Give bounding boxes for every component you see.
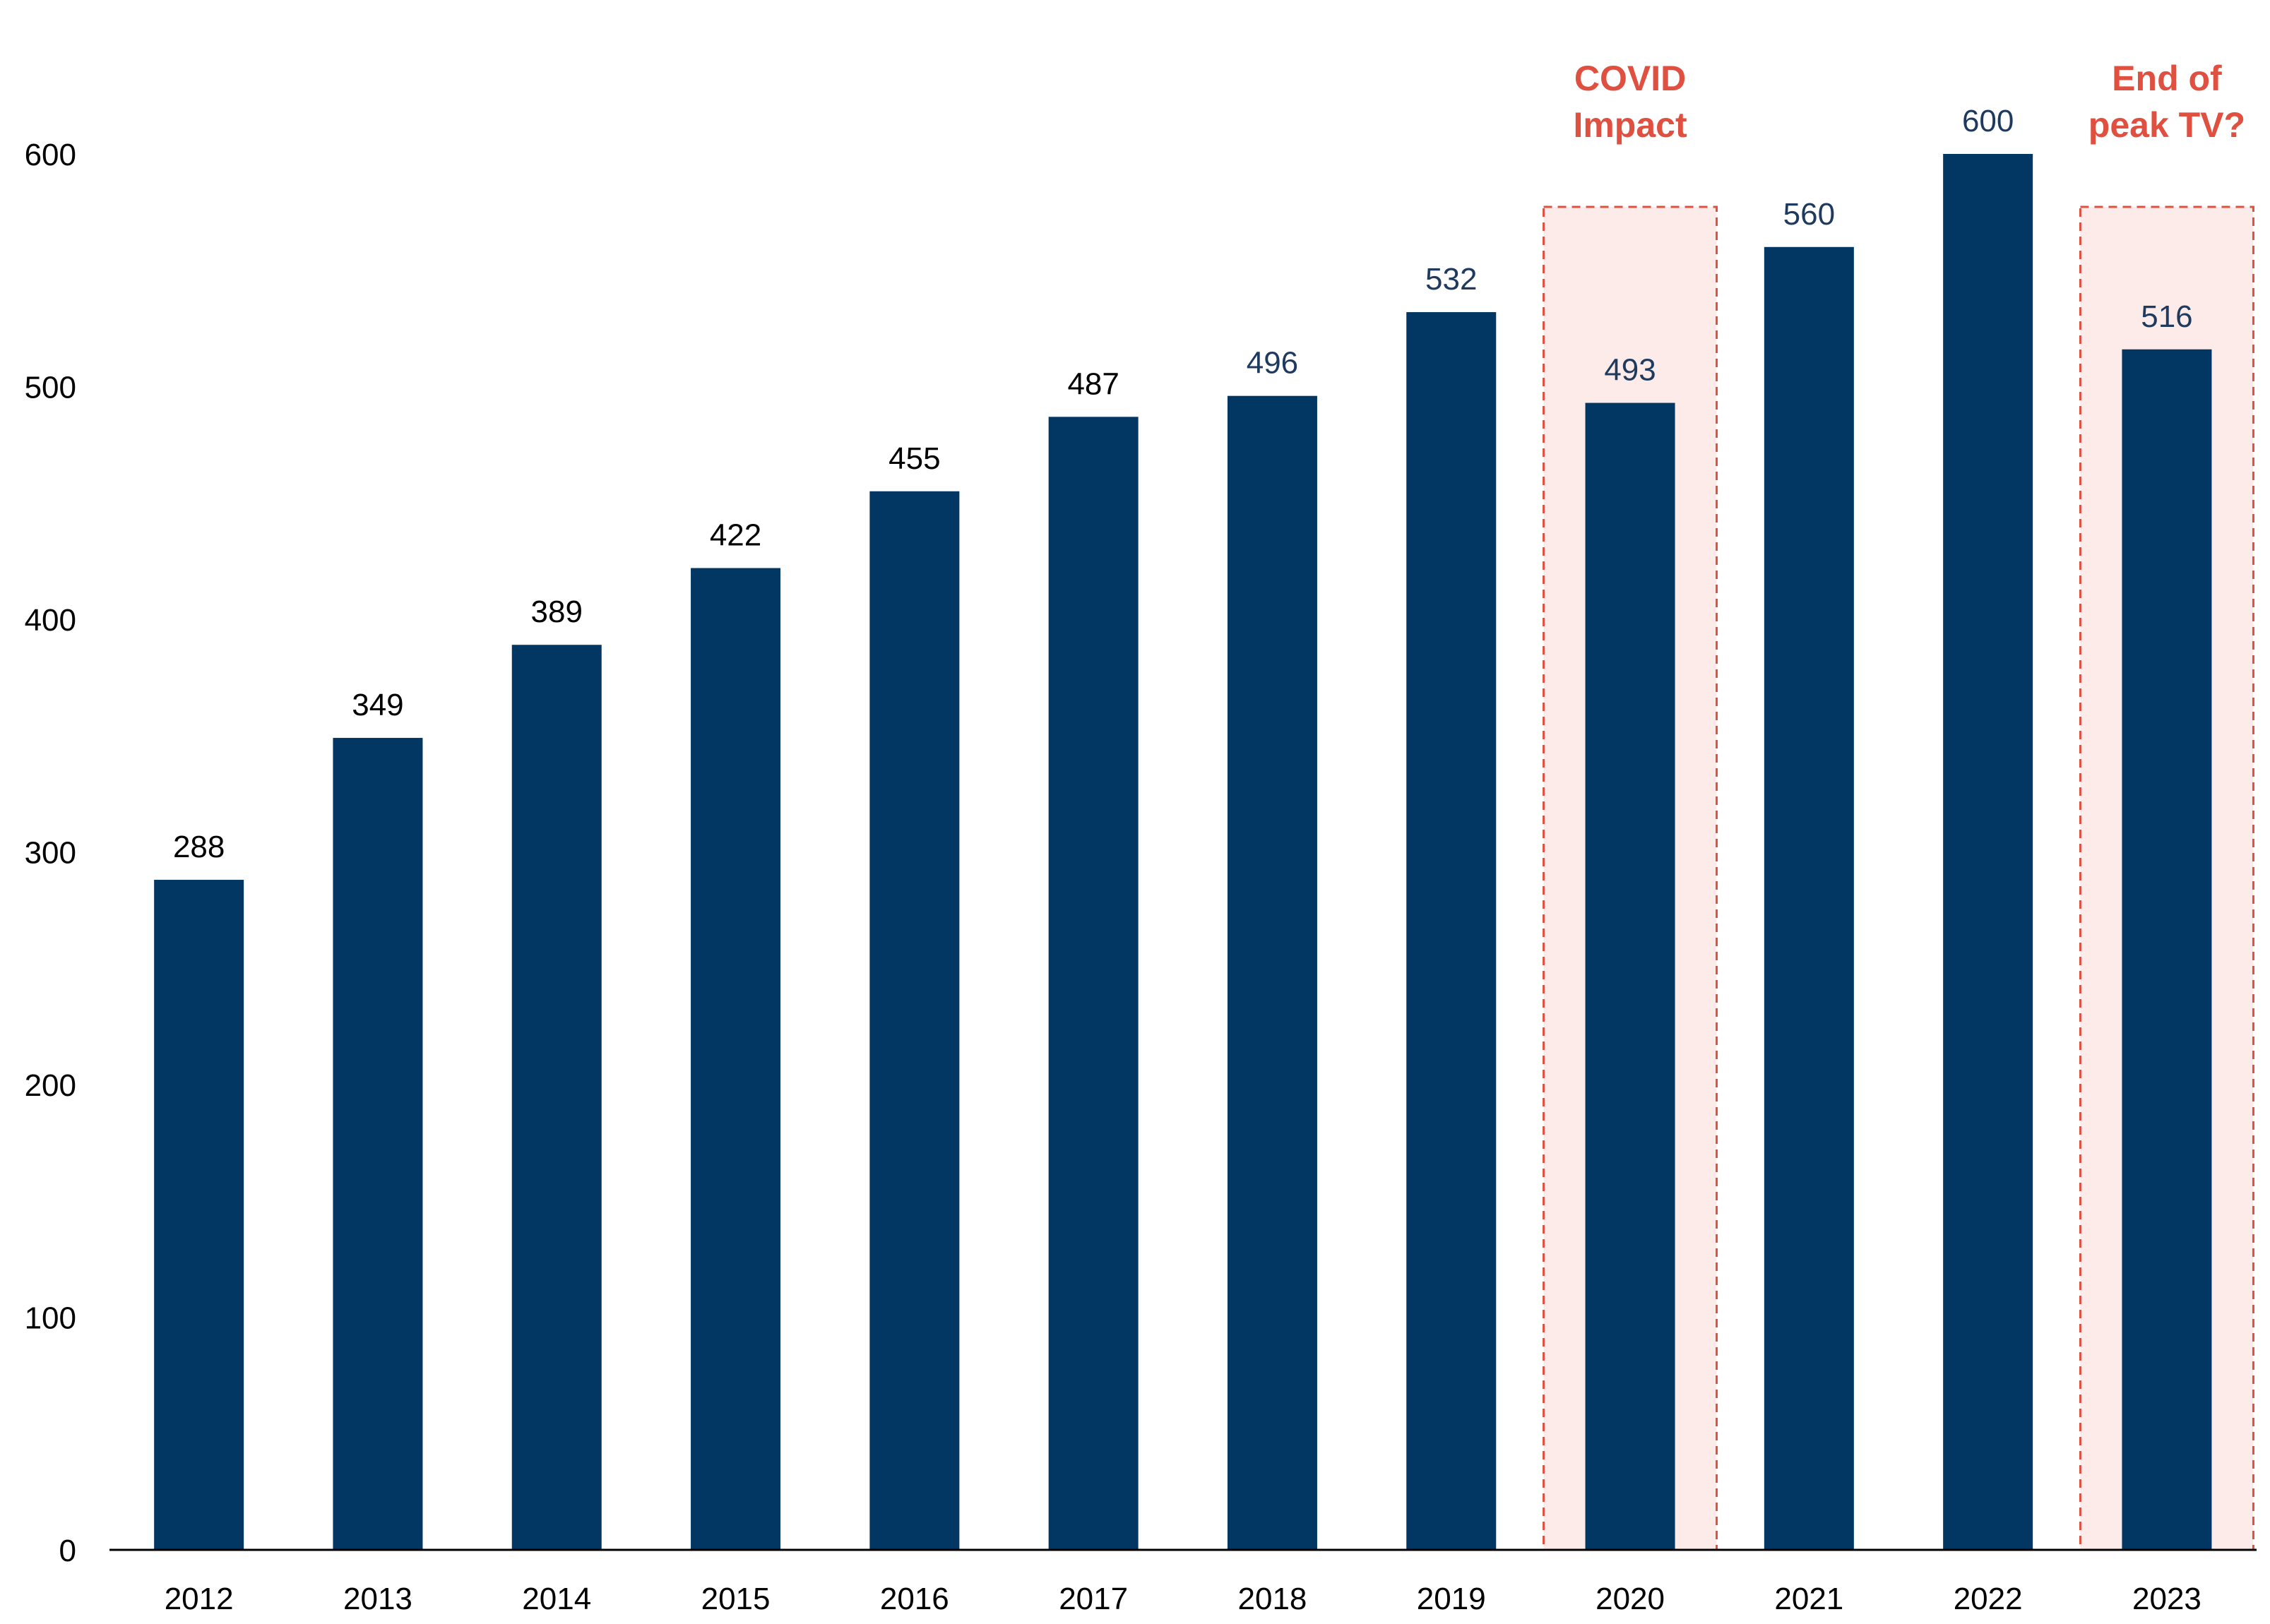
data-label-2012: 288: [173, 830, 225, 864]
annotation-labels: COVID Impact End of peak TV?: [1573, 59, 2245, 145]
data-label-2022: 600: [1962, 104, 2014, 138]
annotation-line: COVID: [1574, 59, 1686, 98]
bar-2018: [1227, 395, 1317, 1551]
annotation-line: End of: [2112, 59, 2222, 98]
data-label-2017: 487: [1067, 366, 1119, 401]
data-label-2018: 496: [1247, 346, 1298, 381]
annotation-2020: COVID Impact: [1573, 59, 1687, 145]
data-label-2021: 560: [1783, 197, 1835, 232]
data-label-2015: 422: [710, 518, 761, 553]
x-tick-2020: 2020: [1595, 1582, 1665, 1616]
y-tick-400: 400: [25, 603, 76, 638]
x-tick-2012: 2012: [165, 1582, 234, 1616]
bar-2015: [691, 568, 781, 1550]
bar-2013: [333, 738, 423, 1550]
bar-2021: [1764, 246, 1854, 1550]
y-axis-tick-labels: 0 100 200 300 400 500 600: [25, 138, 76, 1568]
bars: [154, 154, 2212, 1551]
data-label-2016: 455: [889, 441, 940, 476]
data-label-2020: 493: [1604, 353, 1656, 388]
x-tick-2018: 2018: [1238, 1582, 1307, 1616]
x-tick-2019: 2019: [1417, 1582, 1486, 1616]
bar-2014: [511, 645, 602, 1550]
x-tick-2013: 2013: [343, 1582, 412, 1616]
bar-2023: [2122, 349, 2212, 1550]
annotation-line: peak TV?: [2088, 105, 2245, 145]
y-tick-200: 200: [25, 1068, 76, 1103]
x-tick-2014: 2014: [522, 1582, 591, 1616]
data-label-2019: 532: [1425, 262, 1477, 297]
bar-2020: [1585, 402, 1675, 1551]
x-tick-2016: 2016: [880, 1582, 949, 1616]
y-tick-600: 600: [25, 138, 76, 172]
data-label-2014: 389: [531, 595, 583, 629]
y-tick-500: 500: [25, 371, 76, 405]
annotation-2023: End of peak TV?: [2088, 59, 2245, 145]
x-tick-2022: 2022: [1954, 1582, 2023, 1616]
y-tick-300: 300: [25, 836, 76, 871]
data-label-2023: 516: [2141, 299, 2192, 334]
bar-2022: [1943, 154, 2033, 1550]
x-tick-2021: 2021: [1774, 1582, 1843, 1616]
bar-2016: [869, 491, 960, 1550]
data-labels: 288 349 389 422 455 487 496 532 493 560 600 516: [173, 104, 2193, 864]
x-tick-2023: 2023: [2132, 1582, 2201, 1616]
annotation-line: Impact: [1573, 105, 1687, 145]
bar-2012: [154, 880, 244, 1550]
bar-2019: [1406, 312, 1497, 1550]
x-tick-2015: 2015: [701, 1582, 771, 1616]
x-axis-tick-labels: 2012 2013 2014 2015 2016 2017 2018 2019 2020 2021…: [165, 1582, 2201, 1616]
x-tick-2017: 2017: [1059, 1582, 1128, 1616]
y-tick-0: 0: [59, 1534, 76, 1568]
data-label-2013: 349: [352, 688, 403, 722]
y-tick-100: 100: [25, 1301, 76, 1336]
bar-2017: [1048, 417, 1139, 1551]
